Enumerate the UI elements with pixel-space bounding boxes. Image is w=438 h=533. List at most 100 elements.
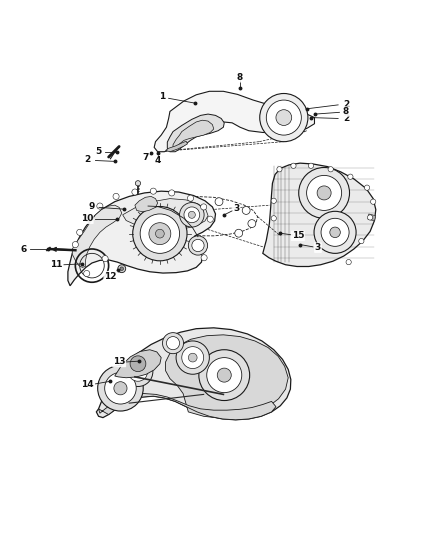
Polygon shape xyxy=(263,163,376,266)
Polygon shape xyxy=(115,350,161,378)
Circle shape xyxy=(130,356,146,372)
Circle shape xyxy=(271,198,276,204)
Circle shape xyxy=(330,227,340,238)
Circle shape xyxy=(188,353,197,362)
Circle shape xyxy=(169,190,175,196)
Polygon shape xyxy=(166,141,187,152)
Circle shape xyxy=(98,366,143,411)
Circle shape xyxy=(367,215,373,220)
Polygon shape xyxy=(167,114,224,152)
Circle shape xyxy=(299,167,350,219)
Text: 15: 15 xyxy=(292,231,304,240)
Circle shape xyxy=(188,211,195,219)
Polygon shape xyxy=(123,199,208,229)
Circle shape xyxy=(271,216,276,221)
Text: 2: 2 xyxy=(343,100,349,109)
Circle shape xyxy=(105,373,136,404)
Circle shape xyxy=(123,357,153,386)
Circle shape xyxy=(120,267,124,270)
Text: 8: 8 xyxy=(343,107,349,116)
Polygon shape xyxy=(96,328,291,420)
Circle shape xyxy=(260,93,308,142)
Circle shape xyxy=(308,163,314,168)
Circle shape xyxy=(307,175,342,211)
Circle shape xyxy=(201,255,207,261)
Text: 9: 9 xyxy=(89,202,95,211)
Circle shape xyxy=(187,195,194,201)
Polygon shape xyxy=(68,191,215,286)
Circle shape xyxy=(135,181,141,186)
Polygon shape xyxy=(72,205,122,268)
Text: 5: 5 xyxy=(95,147,102,156)
Polygon shape xyxy=(154,91,314,152)
Text: 1: 1 xyxy=(159,92,165,101)
Text: 3: 3 xyxy=(315,243,321,252)
Circle shape xyxy=(207,358,242,393)
Polygon shape xyxy=(135,197,158,212)
Circle shape xyxy=(133,206,187,261)
Circle shape xyxy=(346,260,351,265)
Circle shape xyxy=(114,382,127,395)
Circle shape xyxy=(84,270,90,277)
Circle shape xyxy=(266,100,301,135)
Polygon shape xyxy=(368,214,376,221)
Circle shape xyxy=(180,198,188,206)
Text: 13: 13 xyxy=(113,358,125,367)
Circle shape xyxy=(321,219,349,246)
Circle shape xyxy=(217,368,231,382)
Text: 2: 2 xyxy=(85,155,91,164)
Circle shape xyxy=(162,333,184,354)
Circle shape xyxy=(199,350,250,400)
Circle shape xyxy=(72,241,78,248)
Circle shape xyxy=(317,186,331,200)
Circle shape xyxy=(348,174,353,179)
Circle shape xyxy=(140,214,180,253)
Circle shape xyxy=(242,206,250,214)
Circle shape xyxy=(207,216,213,222)
Circle shape xyxy=(155,229,164,238)
Text: 7: 7 xyxy=(143,152,149,161)
Text: 4: 4 xyxy=(155,157,161,165)
Circle shape xyxy=(277,167,282,172)
Circle shape xyxy=(201,204,207,210)
Circle shape xyxy=(276,110,292,125)
Circle shape xyxy=(184,207,200,223)
Text: 2: 2 xyxy=(343,114,349,123)
Circle shape xyxy=(118,265,126,273)
Circle shape xyxy=(314,211,356,253)
Text: 3: 3 xyxy=(233,204,240,213)
Circle shape xyxy=(85,215,91,221)
Text: 10: 10 xyxy=(81,214,93,223)
Text: 14: 14 xyxy=(81,380,94,389)
Text: 8: 8 xyxy=(237,73,243,82)
Circle shape xyxy=(359,238,364,244)
Circle shape xyxy=(182,346,204,368)
Circle shape xyxy=(291,163,296,168)
Circle shape xyxy=(132,189,138,195)
Circle shape xyxy=(149,211,157,219)
Polygon shape xyxy=(166,335,288,418)
Circle shape xyxy=(235,229,243,237)
Circle shape xyxy=(364,185,370,190)
Polygon shape xyxy=(99,393,276,420)
Circle shape xyxy=(371,199,376,204)
Text: 12: 12 xyxy=(104,272,117,281)
Circle shape xyxy=(215,198,223,206)
Circle shape xyxy=(328,167,333,172)
Circle shape xyxy=(248,220,256,228)
Text: 6: 6 xyxy=(20,245,26,254)
Circle shape xyxy=(97,203,103,209)
Circle shape xyxy=(150,188,156,194)
Circle shape xyxy=(166,336,180,350)
Circle shape xyxy=(188,236,208,255)
Circle shape xyxy=(176,341,209,374)
Circle shape xyxy=(180,203,204,227)
Circle shape xyxy=(113,193,119,199)
Text: 11: 11 xyxy=(50,260,62,269)
Circle shape xyxy=(192,239,204,252)
Circle shape xyxy=(128,362,148,381)
Polygon shape xyxy=(173,120,214,149)
Circle shape xyxy=(102,255,108,262)
Circle shape xyxy=(149,223,171,245)
Circle shape xyxy=(77,229,83,236)
